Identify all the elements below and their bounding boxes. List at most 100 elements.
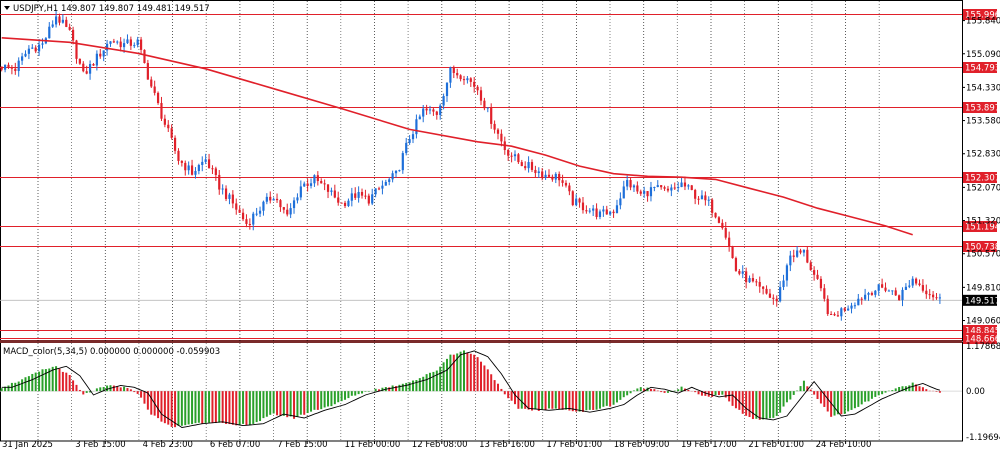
candle-body <box>197 164 200 171</box>
candle-body <box>734 258 738 271</box>
candle-body <box>14 68 17 72</box>
time-label: 17 Feb 01:00 <box>546 440 602 450</box>
level-tag <box>963 62 997 73</box>
candle-body <box>299 186 302 198</box>
candle-body <box>320 181 323 184</box>
price-tick-label: 152.830 <box>966 150 1000 160</box>
candle-body <box>717 217 721 223</box>
candle-body <box>860 298 863 300</box>
candle-body <box>649 187 653 197</box>
candle-body <box>65 19 68 27</box>
macd-scale-label: 0.00 <box>966 387 985 397</box>
price-tick-label: 149.810 <box>966 283 1000 293</box>
candle-body <box>571 191 574 206</box>
candle-body <box>704 195 707 201</box>
candle-body <box>367 195 370 204</box>
candle-body <box>479 90 483 101</box>
candle-body <box>68 26 71 30</box>
candle-body <box>643 191 646 194</box>
level-tag <box>963 325 997 336</box>
triangle-down-icon[interactable] <box>4 6 10 10</box>
candle-body <box>612 211 615 214</box>
candle-body <box>289 208 292 215</box>
candle-body <box>500 133 503 142</box>
candle-body <box>615 205 619 214</box>
candle-body <box>918 283 921 286</box>
candle-body <box>768 293 772 298</box>
candle-body <box>17 60 20 72</box>
candle-body <box>99 53 102 57</box>
candle-body <box>588 210 591 212</box>
candle-body <box>24 53 27 57</box>
candle-body <box>785 265 789 281</box>
level-label: 150.738 <box>965 243 1000 253</box>
candle-body <box>510 155 513 157</box>
candle-body <box>238 209 241 213</box>
candle-body <box>180 160 183 163</box>
price-tick-label: 155.840 <box>966 17 1000 27</box>
candle-body <box>354 193 357 198</box>
candle-body <box>605 209 608 215</box>
candle-body <box>874 290 877 295</box>
candle-body <box>745 271 748 283</box>
candle-body <box>802 249 806 253</box>
candle-body <box>660 185 663 188</box>
candle-body <box>758 281 761 287</box>
time-label: 3 Feb 15:00 <box>75 440 125 450</box>
candle-body <box>544 174 547 178</box>
candle-body <box>938 297 942 299</box>
candle-body <box>537 171 540 174</box>
candle-body <box>303 183 306 187</box>
candle-body <box>867 293 870 295</box>
candle-body <box>245 219 248 224</box>
candle-body <box>833 314 836 316</box>
candle-body <box>7 64 10 68</box>
candle-body <box>561 180 564 183</box>
candle-body <box>452 67 455 73</box>
candle-body <box>683 182 687 187</box>
candle-body <box>31 47 34 49</box>
candle-body <box>724 228 727 238</box>
candle-body <box>20 56 24 61</box>
candle-body <box>102 50 105 57</box>
candle-body <box>653 187 656 189</box>
candle-body <box>738 270 741 274</box>
candle-body <box>877 284 880 291</box>
level-tag <box>963 102 997 113</box>
candle-body <box>517 154 520 163</box>
candle-body <box>371 194 374 204</box>
candle-body <box>153 86 156 93</box>
level-tag <box>963 241 997 252</box>
candle-body <box>71 29 75 41</box>
candle-body <box>258 210 262 214</box>
candle-body <box>282 207 285 210</box>
candle-body <box>187 165 190 171</box>
candle-body <box>755 281 758 283</box>
candle-body <box>847 308 850 311</box>
candle-body <box>694 190 697 199</box>
candle-body <box>707 199 710 201</box>
candle-body <box>422 108 425 117</box>
candle-body <box>235 203 238 210</box>
candle-body <box>92 64 95 66</box>
candle-body <box>721 222 724 229</box>
candle-body <box>840 308 843 317</box>
time-label: 7 Feb 15:00 <box>277 440 327 450</box>
level-label: 151.194 <box>965 223 1000 233</box>
candle-body <box>673 187 676 189</box>
candle-body <box>486 107 489 109</box>
candle-body <box>439 105 442 115</box>
time-label: 18 Feb 09:00 <box>614 440 670 450</box>
level-label: 155.996 <box>965 11 1000 21</box>
candle-body <box>462 79 466 81</box>
level-tag <box>963 9 997 20</box>
candle-body <box>48 26 51 39</box>
level-label: 148.845 <box>965 327 1000 337</box>
candle-body <box>231 194 234 204</box>
candle-body <box>483 100 486 109</box>
candle-body <box>432 109 435 112</box>
candle-body <box>313 175 316 184</box>
candle-body <box>524 166 527 169</box>
